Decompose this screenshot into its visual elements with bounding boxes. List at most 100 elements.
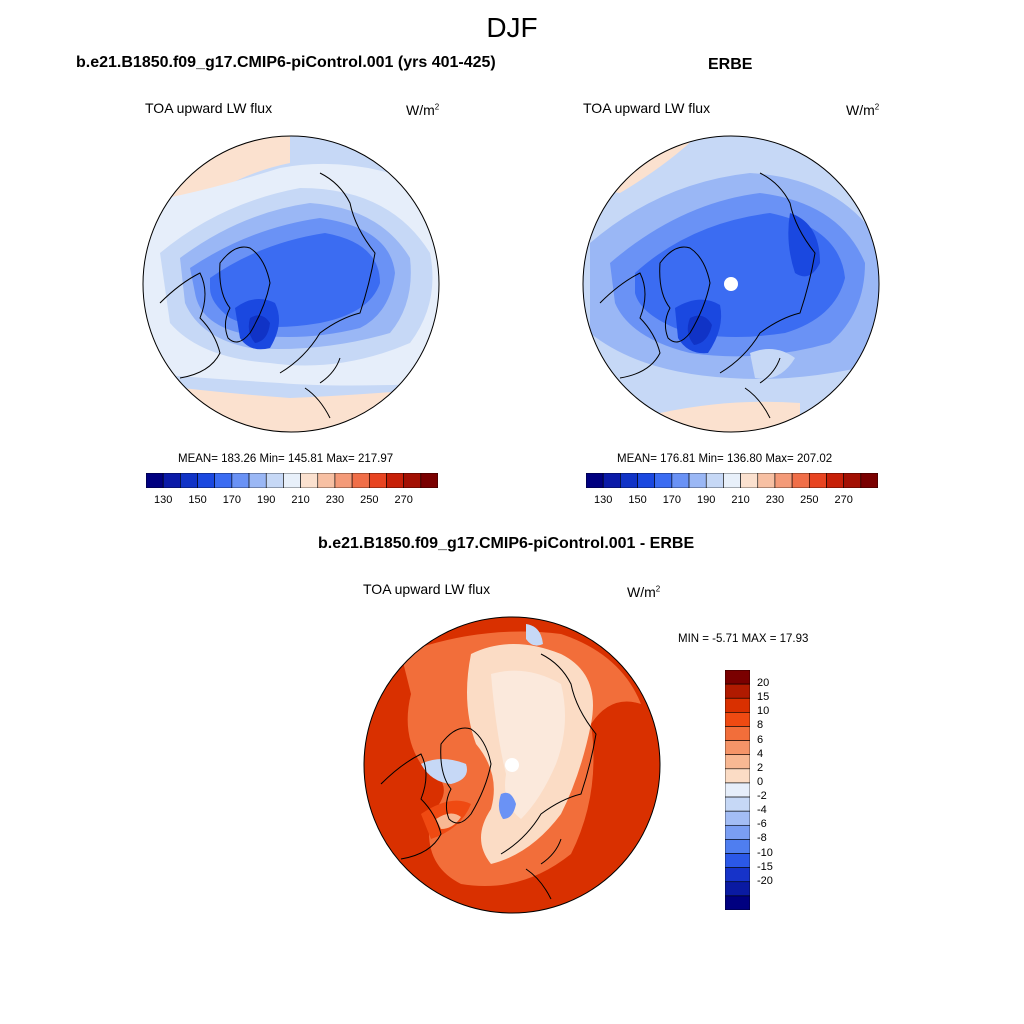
map-field-blue-5 [788, 213, 820, 277]
pole-missing-data [724, 277, 738, 291]
colorbar-tick-label: 20 [757, 677, 770, 690]
colorbar-tick-label: 4 [757, 747, 764, 760]
colorbar-swatch [586, 473, 604, 488]
map-field-pale-patch [750, 349, 795, 379]
panel-2-variable: TOA upward LW flux [583, 100, 711, 116]
coastline-north-america [380, 753, 442, 860]
colorbar-swatch [283, 473, 301, 488]
colorbar-tick-label: 8 [757, 719, 764, 732]
colorbar-swatch [740, 473, 759, 488]
colorbar-swatch [725, 810, 750, 826]
colorbar-swatch [688, 473, 707, 488]
colorbar-swatch [725, 839, 750, 854]
colorbar-tick-label: -6 [757, 818, 767, 831]
panel-1-title: b.e21.B1850.f09_g17.CMIP6-piControl.001 … [76, 54, 496, 71]
colorbar-swatch [637, 473, 656, 488]
coastline-eurasia [279, 172, 376, 374]
colorbar-swatch [723, 473, 741, 488]
colorbar-swatch [757, 473, 776, 488]
colorbar-tick-label: 130 [593, 494, 613, 506]
colorbar-swatch [317, 473, 336, 488]
colorbar-tick-label: 2 [757, 761, 764, 774]
colorbar-tick-label: 15 [757, 691, 770, 704]
colorbar-tick-label: -2 [757, 790, 767, 803]
colorbar-swatch [334, 473, 353, 488]
coastline-greenland [219, 246, 271, 343]
panel-2-colorbar [586, 473, 878, 488]
panel-1-colorbar [146, 473, 438, 488]
colorbar-swatch [725, 697, 750, 713]
panel-3-variable: TOA upward LW flux [363, 581, 491, 597]
colorbar-tick-label: -10 [757, 846, 773, 859]
colorbar-swatch [725, 824, 750, 840]
coastline-north-america [159, 272, 221, 379]
figure-title: DJF [486, 12, 538, 43]
panel-2-title: ERBE [708, 56, 753, 73]
colorbar-tick-label: 250 [800, 494, 819, 506]
panel-3-colorbar-ticks: 20 15 10 8 6 4 2 0 -2 -4 -6 -8 -10 -15 -20 [757, 670, 797, 910]
map-field-blue-6 [248, 315, 270, 343]
colorbar-swatch [368, 473, 387, 488]
colorbar-swatch [231, 473, 250, 488]
map-field-blue-patch-1 [421, 759, 467, 784]
colorbar-swatch [725, 670, 750, 685]
panel-2-units: W/m2 [846, 102, 880, 118]
colorbar-swatch [162, 473, 181, 488]
colorbar-tick-label: 230 [325, 494, 345, 506]
colorbar-swatch [860, 473, 878, 488]
colorbar-tick-label: 150 [188, 494, 207, 506]
colorbar-swatch [725, 867, 750, 883]
colorbar-swatch [725, 895, 750, 910]
colorbar-tick-label: -8 [757, 832, 767, 845]
colorbar-tick-label: -20 [757, 874, 773, 887]
colorbar-swatch [351, 473, 370, 488]
colorbar-swatch [725, 740, 750, 756]
colorbar-swatch [725, 853, 750, 868]
panel-2-stats: MEAN= 176.81 Min= 136.80 Max= 207.02 [617, 453, 833, 465]
colorbar-swatch [725, 881, 750, 897]
coastline-greenland [440, 727, 492, 824]
colorbar-swatch [725, 683, 750, 699]
colorbar-tick-label: 190 [697, 494, 716, 506]
colorbar-swatch [403, 473, 422, 488]
colorbar-swatch [386, 473, 404, 488]
panel-3-stats: MIN = -5.71 MAX = 17.93 [678, 633, 809, 645]
map-field-neutral [491, 670, 565, 819]
colorbar-swatch [300, 473, 319, 488]
colorbar-swatch [725, 768, 750, 784]
colorbar-tick-label: 130 [153, 494, 173, 506]
panel-2-polar-map [582, 135, 880, 433]
colorbar-swatch [725, 712, 750, 727]
colorbar-tick-label: 270 [394, 494, 413, 506]
colorbar-tick-label: 10 [757, 705, 770, 718]
colorbar-tick-label: 230 [765, 494, 785, 506]
colorbar-swatch [725, 782, 750, 798]
colorbar-tick-label: 210 [291, 494, 310, 506]
colorbar-swatch [791, 473, 810, 488]
panel-3-polar-map [363, 616, 661, 914]
coastline-europe [744, 357, 781, 419]
colorbar-tick-label: 250 [360, 494, 379, 506]
panel-1-polar-map [142, 135, 440, 433]
colorbar-swatch [808, 473, 827, 488]
colorbar-tick-label: -15 [757, 860, 773, 873]
colorbar-swatch [602, 473, 621, 488]
colorbar-swatch [725, 754, 750, 770]
colorbar-tick-label: -4 [757, 804, 767, 817]
map-field-blue-6 [687, 315, 712, 345]
colorbar-swatch [654, 473, 673, 488]
colorbar-swatch [420, 473, 438, 488]
colorbar-swatch [146, 473, 164, 488]
panel-2-colorbar-ticks: 130 150 170 190 210 230 250 270 [586, 494, 878, 508]
colorbar-swatch [248, 473, 267, 488]
panel-1-colorbar-ticks: 130 150 170 190 210 230 250 270 [146, 494, 438, 508]
colorbar-swatch [843, 473, 862, 488]
map-field-light-patch [436, 813, 461, 829]
colorbar-swatch [620, 473, 638, 488]
colorbar-swatch [705, 473, 724, 488]
pole-missing-data [505, 758, 519, 772]
panel-3-title: b.e21.B1850.f09_g17.CMIP6-piControl.001 … [318, 535, 695, 552]
colorbar-swatch [826, 473, 844, 488]
panel-3-colorbar [725, 670, 750, 910]
colorbar-swatch [671, 473, 690, 488]
